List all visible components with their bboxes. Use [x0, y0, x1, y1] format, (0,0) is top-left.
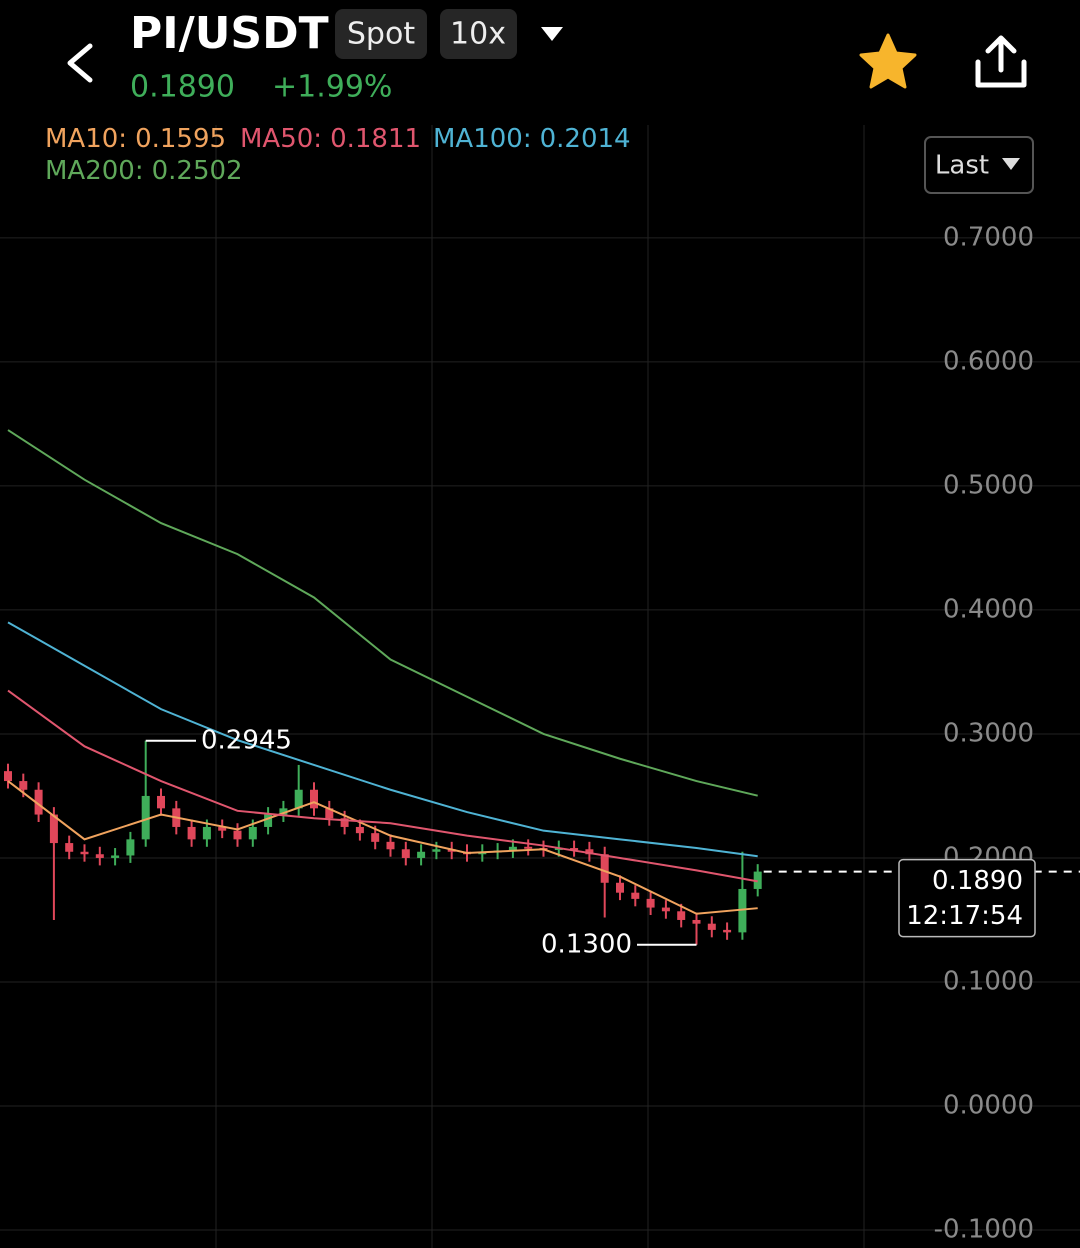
- leverage: 10x: [450, 17, 506, 52]
- price-type-button[interactable]: [924, 136, 1034, 194]
- candle-body: [19, 781, 28, 790]
- candle-body: [417, 851, 426, 858]
- candle-body: [753, 871, 762, 889]
- candle-body: [233, 830, 242, 840]
- candle-body: [692, 919, 701, 924]
- candle-body: [310, 789, 318, 809]
- y-tick-label: 0.1000: [943, 966, 1034, 996]
- y-tick-label: 0.3000: [943, 718, 1034, 748]
- legend-value: 0.1595: [135, 124, 226, 154]
- candle-body: [202, 826, 211, 840]
- y-tick-label: 0.5000: [943, 470, 1034, 500]
- countdown: 12:17:54: [906, 901, 1023, 931]
- legend: MA10: 0.1595 MA50: 0.1811 MA100: 0.2014 MA200:…: [45, 124, 631, 186]
- price-type-arrow: [1002, 158, 1020, 170]
- market-pill[interactable]: [335, 9, 427, 59]
- candle-body: [218, 826, 227, 831]
- ma-line: [7, 780, 758, 915]
- candle-body: [738, 888, 747, 933]
- candle-body: [707, 923, 716, 930]
- candle-body: [279, 808, 288, 815]
- candle-body: [524, 846, 533, 849]
- legend-entry: MA200: 0.2502: [45, 156, 243, 186]
- candle-body: [65, 843, 74, 852]
- legend-entry: MA10: 0.1595: [45, 124, 226, 154]
- y-tick-label: -0.1000: [934, 1215, 1034, 1245]
- candle-body: [432, 849, 441, 852]
- candle-body: [600, 854, 609, 883]
- candle-body: [570, 848, 579, 851]
- share-arrow: [985, 35, 1017, 73]
- candle-body: [4, 771, 12, 782]
- candle-body: [355, 826, 364, 834]
- back-button[interactable]: [67, 43, 93, 83]
- candle-body: [585, 849, 594, 855]
- overlay: -0.10000.00000.10000.20000.30000.40000.5…: [145, 222, 1080, 1245]
- candle-body: [508, 846, 517, 851]
- candle-body: [294, 789, 303, 809]
- candle-body: [264, 814, 273, 827]
- change: +1.99%: [272, 70, 392, 105]
- leverage-pill[interactable]: [440, 9, 517, 59]
- legend-name: MA10:: [45, 124, 127, 154]
- ma-line: [7, 689, 758, 883]
- market: Spot: [347, 17, 415, 52]
- candle-body: [646, 898, 655, 908]
- vertical-grid: [215, 125, 865, 1248]
- price: 0.1890: [130, 70, 235, 105]
- ma-line: [7, 621, 758, 858]
- candle-body: [616, 882, 624, 893]
- candle-body: [661, 907, 670, 912]
- share-button[interactable]: [975, 35, 1027, 88]
- favorite-star[interactable]: [859, 33, 917, 89]
- y-tick-label: 0.7000: [943, 222, 1034, 252]
- ma-line: [7, 429, 758, 797]
- plot: [0, 237, 1080, 1231]
- candle-body: [248, 826, 257, 840]
- legend-value: 0.2014: [540, 124, 631, 154]
- legend-value: 0.2502: [152, 156, 243, 186]
- candle-body: [111, 855, 120, 858]
- pair: PI/USDT: [130, 8, 329, 59]
- share-tray: [975, 59, 1027, 88]
- candle-body: [677, 911, 686, 920]
- y-tick-label: 0.4000: [943, 594, 1034, 624]
- candle-body: [631, 892, 640, 899]
- high-annotation: 0.2945: [201, 725, 292, 755]
- candle-body: [371, 833, 380, 842]
- candle-body: [401, 849, 410, 858]
- candle-body: [325, 808, 334, 819]
- candle-body: [34, 789, 43, 815]
- legend-entry: MA100: 0.2014: [433, 124, 631, 154]
- candle-body: [141, 795, 150, 840]
- candle-body: [80, 851, 89, 855]
- y-tick-label: 0.0000: [943, 1090, 1034, 1120]
- candle-body: [723, 929, 732, 933]
- candle-body: [126, 839, 135, 856]
- legend-name: MA200:: [45, 156, 144, 186]
- candle-body: [187, 826, 196, 840]
- legend-name: MA50:: [240, 124, 322, 154]
- candle-body: [157, 795, 165, 809]
- candle-body: [340, 818, 349, 827]
- candle-body: [49, 814, 58, 844]
- low-annotation: 0.1300: [541, 929, 632, 959]
- current-price: 0.1890: [932, 866, 1023, 896]
- price-type: Last: [935, 151, 989, 181]
- y-tick-label: 0.6000: [943, 346, 1034, 376]
- legend-name: MA100:: [433, 124, 532, 154]
- dropdown[interactable]: [541, 27, 563, 41]
- legend-value: 0.1811: [330, 124, 421, 154]
- current-price-box: [898, 858, 1036, 938]
- legend-entry: MA50: 0.1811: [240, 124, 421, 154]
- candle-body: [95, 854, 104, 858]
- candle-body: [386, 841, 395, 850]
